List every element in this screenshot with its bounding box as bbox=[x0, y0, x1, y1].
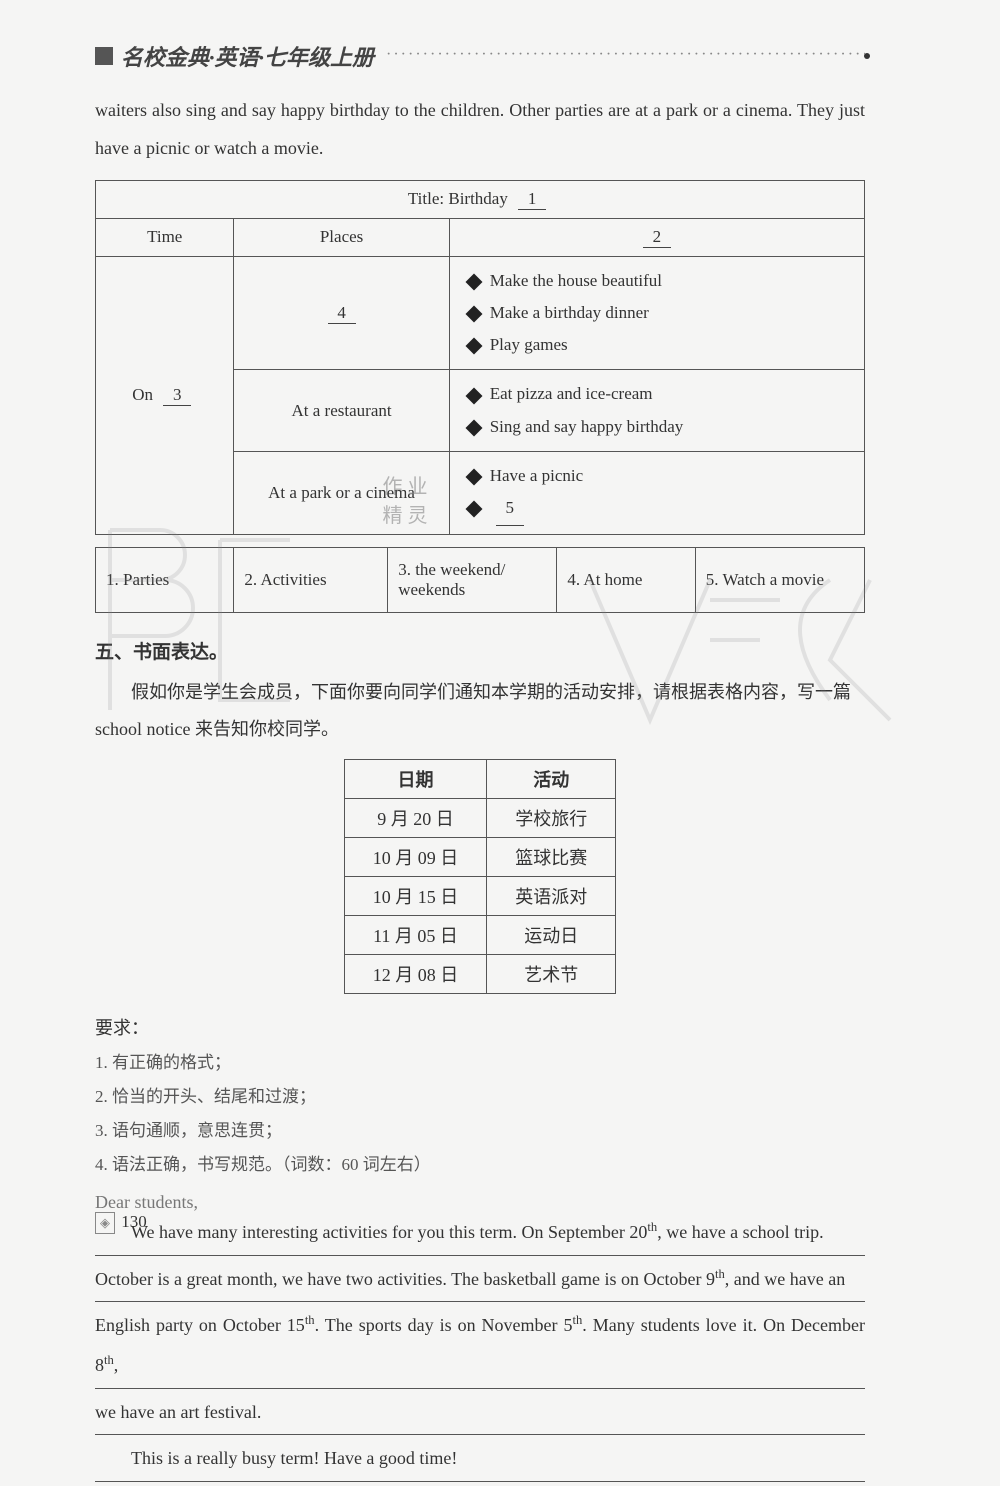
table-row: 10 月 09 日篮球比赛 bbox=[344, 838, 616, 877]
table-row: 12 月 08 日艺术节 bbox=[344, 955, 616, 994]
watermark-badge: 作 业精 灵 bbox=[365, 470, 445, 528]
col-places: Places bbox=[234, 218, 449, 256]
book-title: 名校金典·英语·七年级上册 bbox=[121, 40, 374, 72]
col-blank2: 2 bbox=[449, 218, 864, 256]
answer-1: 1. Parties bbox=[96, 547, 234, 612]
blank-5: 5 bbox=[496, 492, 524, 525]
requirements-title: 要求： bbox=[95, 1014, 865, 1040]
answer-5: 5. Watch a movie bbox=[695, 547, 864, 612]
section-5-instruction: 假如你是学生会成员，下面你要向同学们通知本学期的活动安排，请根据表格内容，写一篇… bbox=[95, 674, 865, 750]
essay-body: We have many interesting activities for … bbox=[95, 1213, 865, 1482]
essay-line-5: This is a really busy term! Have a good … bbox=[95, 1439, 865, 1482]
time-cell: On 3 bbox=[96, 256, 234, 534]
header-dotted-line bbox=[386, 56, 865, 57]
table-title-row: Title: Birthday 1 bbox=[96, 180, 865, 218]
blank-4: 4 bbox=[328, 303, 356, 324]
page-number: ◈ 130 bbox=[95, 1212, 147, 1234]
acts-3: Have a picnic 5 bbox=[449, 452, 864, 535]
blank-3: 3 bbox=[163, 385, 191, 406]
passage-intro: waiters also sing and say happy birthday… bbox=[95, 92, 865, 168]
act-1-2: Play games bbox=[490, 335, 568, 354]
req-2: 2. 恰当的开头、结尾和过渡； bbox=[95, 1080, 865, 1114]
req-3: 3. 语句通顺，意思连贯； bbox=[95, 1114, 865, 1148]
schedule-table: 日期 活动 9 月 20 日学校旅行 10 月 09 日篮球比赛 10 月 15… bbox=[344, 759, 617, 994]
pagenum-icon: ◈ bbox=[95, 1212, 115, 1234]
acts-2: Eat pizza and ice-cream Sing and say hap… bbox=[449, 370, 864, 452]
answers-table: 1. Parties 2. Activities 3. the weekend/… bbox=[95, 547, 865, 613]
section-5-title: 五、书面表达。 bbox=[95, 637, 865, 664]
header-square-icon bbox=[95, 47, 113, 65]
req-4: 4. 语法正确，书写规范。（词数：60 词左右） bbox=[95, 1148, 865, 1182]
on-label: On bbox=[132, 385, 153, 404]
blank-2: 2 bbox=[643, 227, 671, 248]
answer-2: 2. Activities bbox=[234, 547, 388, 612]
blank-1: 1 bbox=[518, 189, 546, 210]
place-restaurant: At a restaurant bbox=[234, 370, 449, 452]
table-row: 11 月 05 日运动日 bbox=[344, 916, 616, 955]
essay-line-1: We have many interesting activities for … bbox=[95, 1213, 865, 1256]
table-title-prefix: Title: Birthday bbox=[408, 189, 508, 208]
essay-line-2: October is a great month, we have two ac… bbox=[95, 1260, 865, 1303]
act-2-0: Eat pizza and ice-cream bbox=[490, 384, 653, 403]
answer-4: 4. At home bbox=[557, 547, 695, 612]
table-row: 10 月 15 日英语派对 bbox=[344, 877, 616, 916]
place-blank4: 4 bbox=[234, 256, 449, 370]
req-1: 1. 有正确的格式； bbox=[95, 1046, 865, 1080]
birthday-table: Title: Birthday 1 Time Places 2 On 3 4 M… bbox=[95, 180, 865, 535]
act-1-1: Make a birthday dinner bbox=[490, 303, 649, 322]
act-3-0: Have a picnic bbox=[490, 466, 583, 485]
requirements-list: 1. 有正确的格式； 2. 恰当的开头、结尾和过渡； 3. 语句通顺，意思连贯；… bbox=[95, 1046, 865, 1182]
acts-1: Make the house beautiful Make a birthday… bbox=[449, 256, 864, 370]
col-time: Time bbox=[96, 218, 234, 256]
essay-line-3: English party on October 15th. The sport… bbox=[95, 1306, 865, 1388]
sched-col-date: 日期 bbox=[344, 760, 487, 799]
act-1-0: Make the house beautiful bbox=[490, 271, 662, 290]
sched-col-activity: 活动 bbox=[487, 760, 616, 799]
table-row: 9 月 20 日学校旅行 bbox=[344, 799, 616, 838]
page-number-value: 130 bbox=[121, 1212, 147, 1231]
essay-salutation: Dear students, bbox=[95, 1192, 865, 1213]
page-header: 名校金典·英语·七年级上册 bbox=[95, 40, 865, 72]
act-2-1: Sing and say happy birthday bbox=[490, 417, 684, 436]
answer-3: 3. the weekend/ weekends bbox=[388, 547, 557, 612]
